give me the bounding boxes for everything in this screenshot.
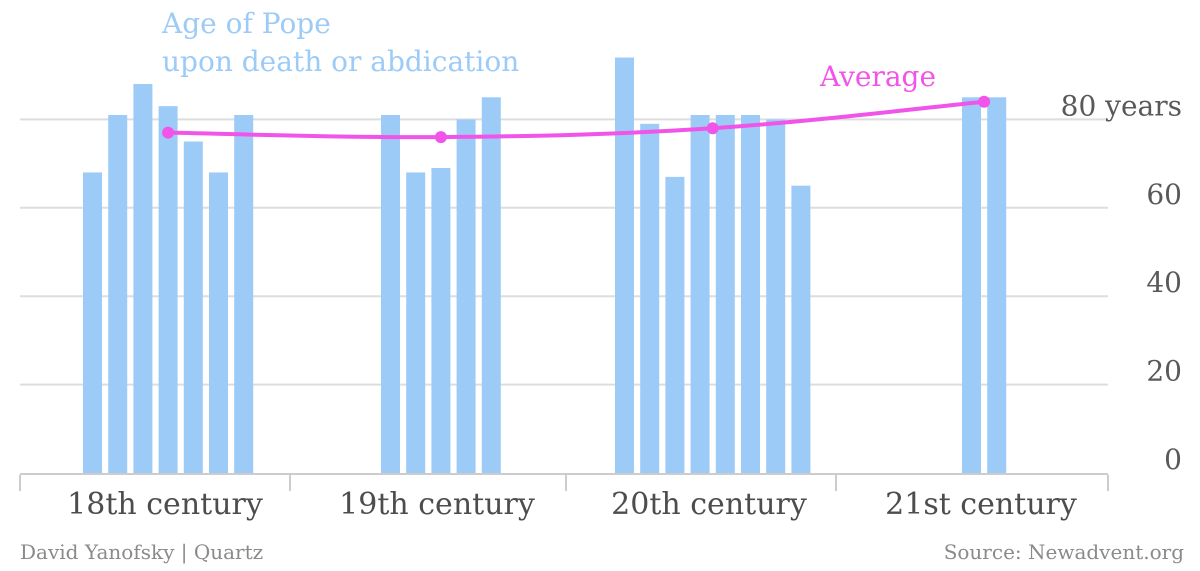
average-series: [162, 95, 991, 144]
bar: [791, 185, 811, 473]
bar: [183, 141, 203, 473]
bar: [665, 176, 685, 474]
bar-series-name-line-2: upon death or abdication: [162, 45, 519, 78]
bar-series: [83, 57, 1007, 474]
bar: [108, 114, 128, 473]
bar: [158, 106, 178, 473]
x-category-label: 18th century: [67, 487, 263, 522]
average-point: [162, 126, 175, 139]
y-tick-label: 80 years: [1061, 89, 1182, 122]
footer-credit: David Yanofsky | Quartz: [20, 540, 263, 565]
bar: [234, 114, 254, 473]
average-line: [168, 99, 985, 140]
y-tick-label: 20: [1146, 355, 1182, 388]
y-tick-label: 40: [1146, 266, 1182, 299]
grid-lines: [20, 118, 1108, 386]
x-category-label: 19th century: [339, 487, 535, 522]
bar: [83, 172, 102, 473]
average-point: [706, 122, 719, 135]
bar: [640, 123, 660, 473]
bar: [381, 114, 400, 473]
x-category-labels: 18th century 19th century 20th century 21st…: [67, 487, 1077, 522]
bar: [715, 114, 735, 473]
bar: [741, 114, 760, 473]
average-point: [434, 131, 447, 144]
bar-series-name-line-1: Age of Pope: [161, 7, 331, 40]
y-tick-labels: 0 20 40 60 80 years: [1061, 89, 1182, 476]
bar-series-name: Age of Pope upon death or abdication: [161, 7, 519, 78]
x-axis: [19, 473, 1109, 491]
bar: [406, 172, 426, 473]
bar: [481, 97, 501, 474]
bar: [987, 97, 1007, 474]
bar: [615, 57, 634, 474]
bar: [431, 168, 451, 473]
y-tick-label: 0: [1164, 443, 1182, 476]
bar: [962, 97, 981, 474]
bar: [766, 119, 786, 474]
footer-source: Source: Newadvent.org: [944, 540, 1185, 564]
x-category-label: 20th century: [611, 487, 807, 522]
bar: [456, 119, 476, 474]
y-tick-label: 60: [1146, 178, 1182, 211]
bar: [690, 114, 710, 473]
average-point: [978, 95, 991, 108]
bar: [209, 172, 228, 473]
bar: [133, 84, 153, 473]
average-series-name: Average: [819, 60, 936, 93]
x-category-label: 21st century: [885, 487, 1077, 522]
